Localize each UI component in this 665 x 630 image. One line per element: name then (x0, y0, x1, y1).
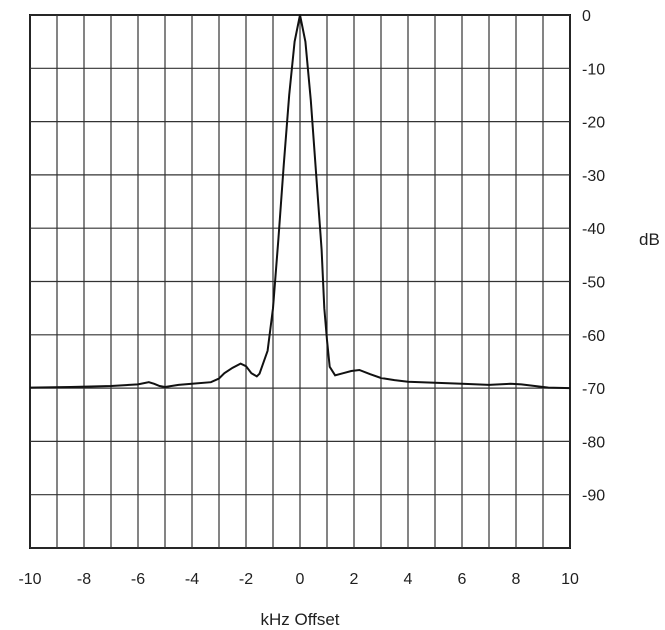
x-axis-label: kHz Offset (260, 610, 339, 629)
y-tick-label: -80 (582, 434, 605, 451)
y-tick-label: 0 (582, 8, 591, 25)
y-tick-label: -90 (582, 488, 605, 505)
x-tick-label: 6 (458, 571, 467, 588)
x-tick-label: -6 (131, 571, 145, 588)
y-tick-label: -10 (582, 61, 605, 78)
y-tick-label: -30 (582, 168, 605, 185)
y-tick-label: -60 (582, 328, 605, 345)
x-tick-label: 10 (561, 571, 579, 588)
grid-lines (29, 14, 571, 549)
x-tick-label: 4 (404, 571, 413, 588)
y-tick-label: -70 (582, 381, 605, 398)
x-tick-label: 8 (512, 571, 521, 588)
x-tick-label: -10 (18, 571, 41, 588)
x-tick-label: -2 (239, 571, 253, 588)
series-line (29, 14, 571, 390)
tick-labels: -10 -8 -6 -4 -2 0 2 4 6 8 100-10-20-30-40-50-60-70… (18, 8, 605, 588)
x-tick-label: 0 (296, 571, 305, 588)
x-tick-label: -4 (185, 571, 199, 588)
x-tick-label: -8 (77, 571, 91, 588)
y-tick-label: -40 (582, 221, 605, 238)
y-axis-label: dB (639, 230, 660, 249)
y-tick-label: -50 (582, 275, 605, 292)
x-tick-label: 2 (350, 571, 359, 588)
y-tick-label: -20 (582, 115, 605, 132)
